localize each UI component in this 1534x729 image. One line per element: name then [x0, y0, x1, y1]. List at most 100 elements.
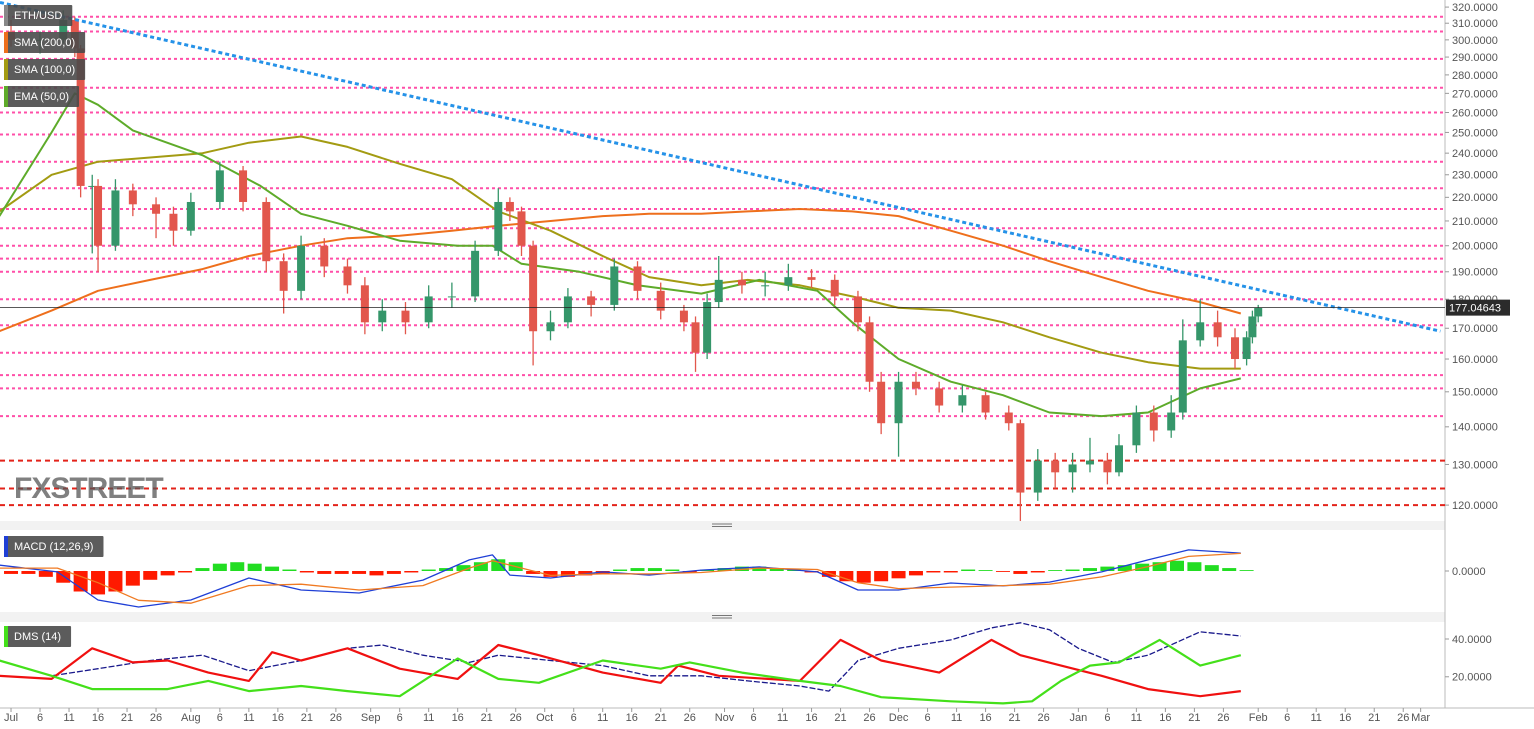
grip[interactable]: [712, 523, 732, 527]
candle-body: [714, 279, 723, 303]
y-tick-label: 40.0000: [1452, 634, 1492, 646]
watermark: FXSTREET: [14, 472, 163, 505]
legend-label: MACD (12,26,9): [14, 541, 93, 553]
y-tick-label: 130.0000: [1452, 459, 1498, 471]
histogram-bar: [874, 571, 889, 582]
histogram-bar: [1169, 560, 1184, 571]
line: [0, 638, 1241, 698]
last-price-box: [1446, 299, 1510, 316]
x-tick-label: 26: [330, 712, 342, 724]
legend-label: ETH/USD: [14, 10, 62, 22]
histogram-bar: [386, 571, 401, 574]
legend-item: MACD (12,26,9): [4, 536, 104, 557]
candle-body: [737, 279, 746, 286]
candle-body: [981, 395, 990, 413]
histogram-bar: [195, 568, 210, 571]
x-tick-label: 16: [452, 712, 464, 724]
x-tick-label: Dec: [889, 712, 909, 724]
legend-swatch: [4, 536, 8, 557]
legend-swatch: [4, 86, 8, 107]
histogram-bar: [56, 571, 71, 583]
y-tick-label: 220.0000: [1452, 192, 1498, 204]
candle-body: [262, 201, 271, 262]
y-tick-label: 210.0000: [1452, 216, 1498, 228]
x-tick-label: 26: [1037, 712, 1049, 724]
candle-body: [679, 310, 688, 323]
panel: [0, 0, 1445, 521]
x-tick-label: 11: [1311, 712, 1322, 724]
legend-box: [4, 626, 72, 647]
histogram-bar: [1030, 571, 1045, 573]
candle-body: [563, 296, 572, 323]
candle-body: [297, 245, 306, 291]
candle-body: [830, 279, 839, 297]
candle-body: [239, 170, 248, 202]
y-tick-label: 320.0000: [1452, 2, 1498, 14]
histogram-bar: [1082, 568, 1097, 571]
candle-body: [1085, 460, 1094, 465]
candle-body: [1004, 412, 1013, 424]
y-tick-label: 230.0000: [1452, 170, 1498, 182]
candle-body: [378, 310, 387, 323]
histogram-bar: [178, 571, 193, 573]
histogram-bar: [38, 571, 53, 577]
line: [0, 622, 1241, 692]
candle-body: [517, 211, 526, 246]
x-tick-label: 16: [1159, 712, 1171, 724]
y-tick-label: 170.0000: [1452, 323, 1498, 335]
x-tick-label: 26: [684, 712, 696, 724]
candle-body: [911, 381, 920, 389]
x-tick-label: 26: [1217, 712, 1229, 724]
histogram-bar: [613, 569, 628, 571]
histogram-bar: [665, 569, 680, 571]
x-tick-label: 11: [1131, 712, 1142, 724]
last-price-label: 177.04643: [1449, 303, 1501, 315]
histogram-bar: [1187, 562, 1202, 571]
candle-body: [1132, 412, 1141, 446]
line: [0, 638, 1242, 705]
grip[interactable]: [712, 615, 732, 619]
histogram-bar: [1065, 569, 1080, 571]
candle-body: [865, 322, 874, 382]
candle-body: [1242, 337, 1251, 360]
x-tick-label: 11: [597, 712, 608, 724]
line: [0, 0, 1441, 333]
histogram-bar: [543, 571, 558, 577]
candle-body: [1114, 445, 1123, 473]
candle-body: [1178, 340, 1187, 413]
candle-body: [1033, 460, 1042, 493]
y-tick-label: 300.0000: [1452, 35, 1498, 47]
x-tick-label: 16: [979, 712, 991, 724]
histogram-bar: [334, 571, 349, 574]
candle-body: [935, 388, 944, 406]
candle-body: [529, 245, 538, 332]
x-tick-label: 26: [150, 712, 162, 724]
histogram-bar: [73, 571, 88, 592]
candle-body: [691, 322, 700, 353]
candle-body: [1196, 322, 1205, 341]
candle-body: [494, 201, 503, 251]
x-tick-label: 21: [121, 712, 133, 724]
histogram-bar: [526, 571, 541, 574]
candle-body: [1103, 460, 1112, 473]
histogram-bar: [1204, 565, 1219, 571]
histogram-bar: [282, 569, 297, 571]
y-tick-label: 150.0000: [1452, 387, 1498, 399]
histogram-bar: [1048, 570, 1063, 571]
x-tick-label: 11: [777, 712, 788, 724]
candle-body: [1149, 412, 1158, 431]
y-tick-label: 20.0000: [1452, 672, 1492, 684]
candle-body: [215, 170, 224, 202]
histogram-bar: [839, 571, 854, 582]
candle-body: [424, 296, 433, 323]
x-tick-label: 26: [863, 712, 875, 724]
y-tick-label: 310.0000: [1452, 18, 1498, 30]
x-tick-label: 21: [655, 712, 667, 724]
legend-label: SMA (200,0): [14, 37, 75, 49]
x-tick-label: 11: [243, 712, 254, 724]
x-tick-label: 6: [1104, 712, 1110, 724]
legend-swatch: [4, 626, 8, 647]
histogram-bar: [560, 571, 575, 577]
legend-box: [4, 59, 86, 80]
candle-body: [633, 266, 642, 291]
